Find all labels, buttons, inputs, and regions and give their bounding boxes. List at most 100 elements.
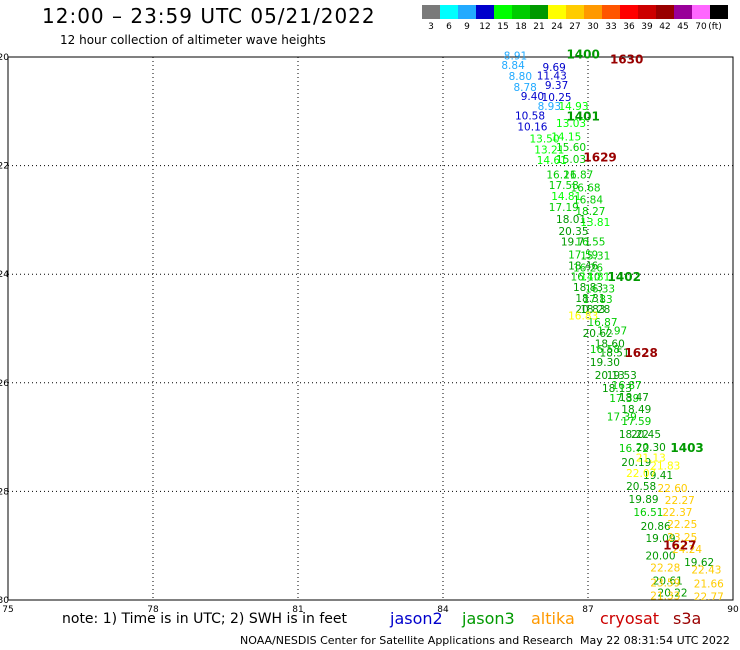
- wave-height-point: 13.03: [556, 118, 586, 130]
- y-tick-label: -26: [0, 379, 9, 389]
- wave-height-point: 19.53: [607, 370, 637, 382]
- wave-height-point: 15.31: [580, 251, 610, 263]
- color-swatch: [512, 5, 530, 19]
- color-scale-label: 33: [605, 22, 617, 32]
- wave-height-point: 17.59: [568, 250, 598, 262]
- wave-height-point: 8.93: [538, 101, 561, 113]
- legend-item-jason3: jason3: [462, 609, 515, 628]
- y-tick-label: -20: [0, 53, 9, 63]
- wave-height-point: 18.27: [575, 206, 605, 218]
- y-tick-label: -22: [0, 162, 9, 172]
- wave-height-point: 17.39: [609, 393, 639, 405]
- wave-height-point: 16.68: [571, 182, 601, 194]
- wave-height-point: 21.66: [694, 579, 724, 591]
- wave-height-point: 17.19: [549, 202, 579, 214]
- legend-item-altika: altika: [531, 609, 575, 628]
- color-swatch: [494, 5, 512, 19]
- pass-number-label: 1401: [566, 110, 599, 124]
- wave-height-point: 14.81: [580, 271, 610, 283]
- wave-height-point: 20.61: [653, 575, 683, 587]
- pass-number-label: 1629: [583, 150, 616, 164]
- color-scale-label: 36: [623, 22, 635, 32]
- color-swatch: [458, 5, 476, 19]
- wave-height-point: 23.59: [650, 578, 680, 590]
- wave-height-point: 18.60: [595, 339, 625, 351]
- wave-height-point: 16.72: [619, 443, 649, 455]
- wave-height-point: 16.87: [612, 380, 642, 392]
- color-scale-label: 70: [695, 22, 707, 32]
- wave-height-point: 9.37: [545, 80, 568, 92]
- wave-height-point: 16.51: [633, 507, 663, 519]
- wave-height-point: 20.19: [621, 457, 651, 469]
- wave-height-point: 22.07: [626, 468, 656, 480]
- wave-height-point: 17.59: [621, 416, 651, 428]
- wave-height-point: 20.86: [641, 521, 671, 533]
- wave-height-point: 22.25: [667, 519, 697, 531]
- wave-height-point: 13.21: [534, 144, 564, 156]
- color-scale-label: 21: [533, 22, 545, 32]
- wave-height-point: 20.00: [645, 550, 675, 562]
- wave-height-point: 19.71: [561, 237, 591, 249]
- wave-height-point: 22.60: [658, 483, 688, 495]
- wave-height-point: 22.37: [662, 507, 692, 519]
- footer-timestamp: May 22 08:31:54 UTC 2022: [580, 634, 730, 647]
- color-scale-label: 3: [428, 22, 434, 32]
- wave-height-point: 19.30: [590, 357, 620, 369]
- color-swatch: [692, 5, 710, 19]
- wave-height-point: 13.50: [529, 133, 559, 145]
- wave-height-point: 18.13: [602, 383, 632, 395]
- wave-height-point: 15.03: [556, 154, 586, 166]
- wave-height-point: 16.84: [573, 194, 603, 206]
- pass-number-label: 1403: [670, 441, 703, 455]
- pass-number-label: 1630: [610, 53, 643, 67]
- wave-height-point: 15.60: [556, 142, 586, 154]
- wave-height-point: 8.84: [501, 60, 525, 72]
- wave-height-point: 14.93: [558, 101, 588, 113]
- wave-height-point: 18.22: [619, 429, 649, 441]
- wave-height-point: 22.43: [691, 565, 721, 577]
- wave-height-point: 24.25: [703, 615, 733, 627]
- legend-item-s3a: s3a: [673, 609, 702, 628]
- wave-height-point: 16.87: [587, 317, 617, 329]
- color-scale-label: 15: [497, 22, 509, 32]
- wave-height-point: 20.22: [658, 587, 688, 599]
- color-scale-label: (ft): [708, 22, 722, 32]
- wave-height-point: 18.01: [556, 214, 586, 226]
- legend-item-cryosat: cryosat: [600, 609, 660, 628]
- color-scale-label: 9: [464, 22, 470, 32]
- wave-height-point: 16.55: [575, 237, 605, 249]
- x-tick-label: 90: [727, 605, 739, 615]
- wave-height-point: 9.40: [521, 91, 544, 103]
- y-tick-label: -24: [0, 270, 9, 280]
- pass-number-label: 1627: [663, 539, 696, 553]
- x-tick-label: 81: [292, 605, 303, 615]
- color-scale-label: 45: [677, 22, 689, 32]
- pass-number-label: 1628: [624, 346, 657, 360]
- color-swatch: [710, 5, 728, 19]
- color-scale-label: 6: [446, 22, 452, 32]
- color-swatch: [440, 5, 458, 19]
- color-swatch: [584, 5, 602, 19]
- wave-height-point: 16.33: [585, 283, 615, 295]
- color-swatch: [566, 5, 584, 19]
- wave-height-point: 20.13: [595, 370, 625, 382]
- color-swatch: [530, 5, 548, 19]
- wave-height-point: 20.58: [626, 481, 656, 493]
- color-swatch: [638, 5, 656, 19]
- wave-height-point: 20.35: [558, 226, 588, 238]
- plot-frame: [7, 56, 734, 601]
- wave-height-point: 22.27: [665, 495, 695, 507]
- wave-height-point: 18.83: [573, 282, 603, 294]
- wave-height-point: 24.24: [672, 544, 702, 556]
- footer-credit: NOAA/NESDIS Center for Satellite Applica…: [240, 634, 574, 647]
- wave-height-point: 21.13: [636, 453, 666, 465]
- color-swatch: [602, 5, 620, 19]
- wave-height-point: 21.83: [650, 460, 680, 472]
- wave-height-point: 18.46: [568, 261, 598, 273]
- pass-number-label: 1400: [566, 47, 599, 61]
- wave-height-point: 20.30: [636, 442, 666, 454]
- color-scale-label: 42: [659, 22, 671, 32]
- wave-height-point: 16.83: [568, 310, 598, 322]
